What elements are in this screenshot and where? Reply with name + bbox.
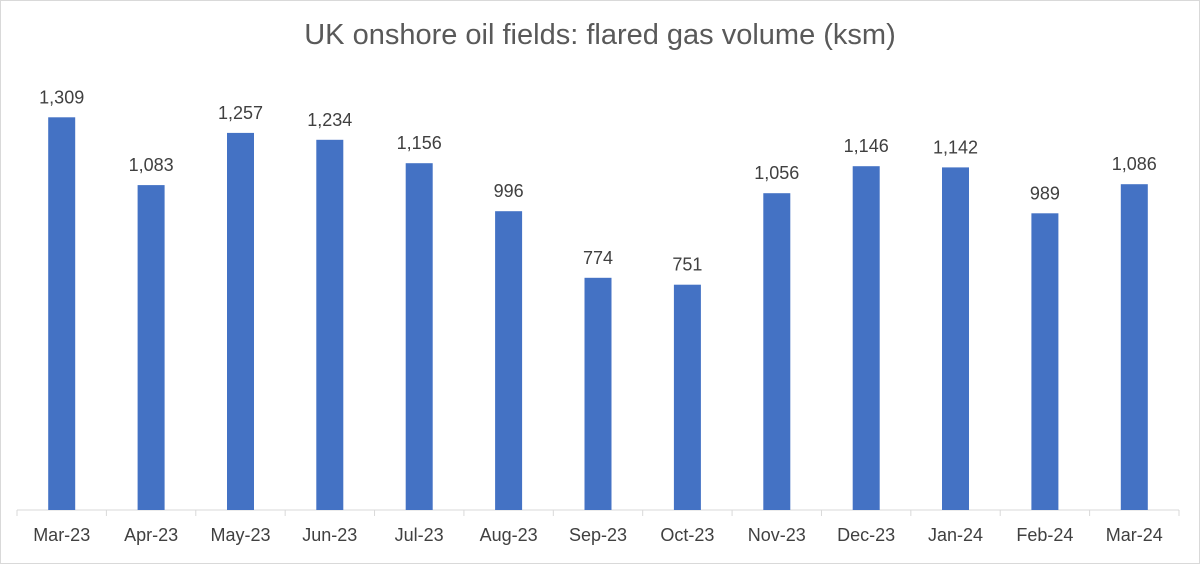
x-tick-label: Sep-23 — [569, 525, 627, 545]
data-label: 1,083 — [129, 155, 174, 175]
bars-group — [48, 117, 1148, 511]
chart-title: UK onshore oil fields: flared gas volume… — [304, 19, 896, 51]
data-label: 1,142 — [933, 137, 978, 157]
data-labels-group: 1,309 1,083 1,257 1,234 1,156 996 774 751 1,056 1… — [39, 87, 1157, 274]
data-label: 1,146 — [844, 136, 889, 156]
data-label: 1,056 — [754, 163, 799, 183]
bar — [48, 117, 76, 511]
data-label: 774 — [583, 248, 613, 268]
x-tick-label: Apr-23 — [124, 525, 178, 545]
bar — [495, 211, 523, 510]
data-label: 1,257 — [218, 103, 263, 123]
x-tick-label: Feb-24 — [1016, 525, 1073, 545]
x-axis-tick-marks — [16, 510, 1180, 516]
data-label: 989 — [1030, 183, 1060, 203]
x-tick-label: Jan-24 — [928, 525, 983, 545]
x-tick-label: May-23 — [210, 525, 270, 545]
data-label: 1,086 — [1112, 154, 1157, 174]
bar — [942, 167, 969, 510]
bar — [1120, 184, 1148, 510]
bar — [1031, 213, 1059, 511]
data-label: 1,234 — [307, 110, 352, 130]
x-tick-label: Oct-23 — [660, 525, 714, 545]
data-label: 1,156 — [397, 133, 442, 153]
bar — [137, 185, 165, 510]
category-labels-group: Mar-23 Apr-23 May-23 Jun-23 Jul-23 Aug-23 Sep-… — [33, 525, 1163, 545]
x-tick-label: Mar-23 — [33, 525, 90, 545]
bar — [763, 193, 791, 510]
x-tick-label: Jul-23 — [395, 525, 444, 545]
x-tick-label: Dec-23 — [837, 525, 895, 545]
bar — [673, 284, 701, 510]
bar — [227, 132, 254, 510]
data-label: 996 — [494, 181, 524, 201]
bar — [316, 139, 344, 511]
x-tick-label: Nov-23 — [748, 525, 806, 545]
data-label: 751 — [672, 255, 702, 275]
x-tick-label: Jun-23 — [302, 525, 357, 545]
bar — [584, 277, 612, 510]
x-tick-label: Mar-24 — [1106, 525, 1163, 545]
x-tick-label: Aug-23 — [480, 525, 538, 545]
bar — [852, 166, 880, 510]
data-label: 1,309 — [39, 87, 84, 107]
bar — [405, 163, 433, 510]
